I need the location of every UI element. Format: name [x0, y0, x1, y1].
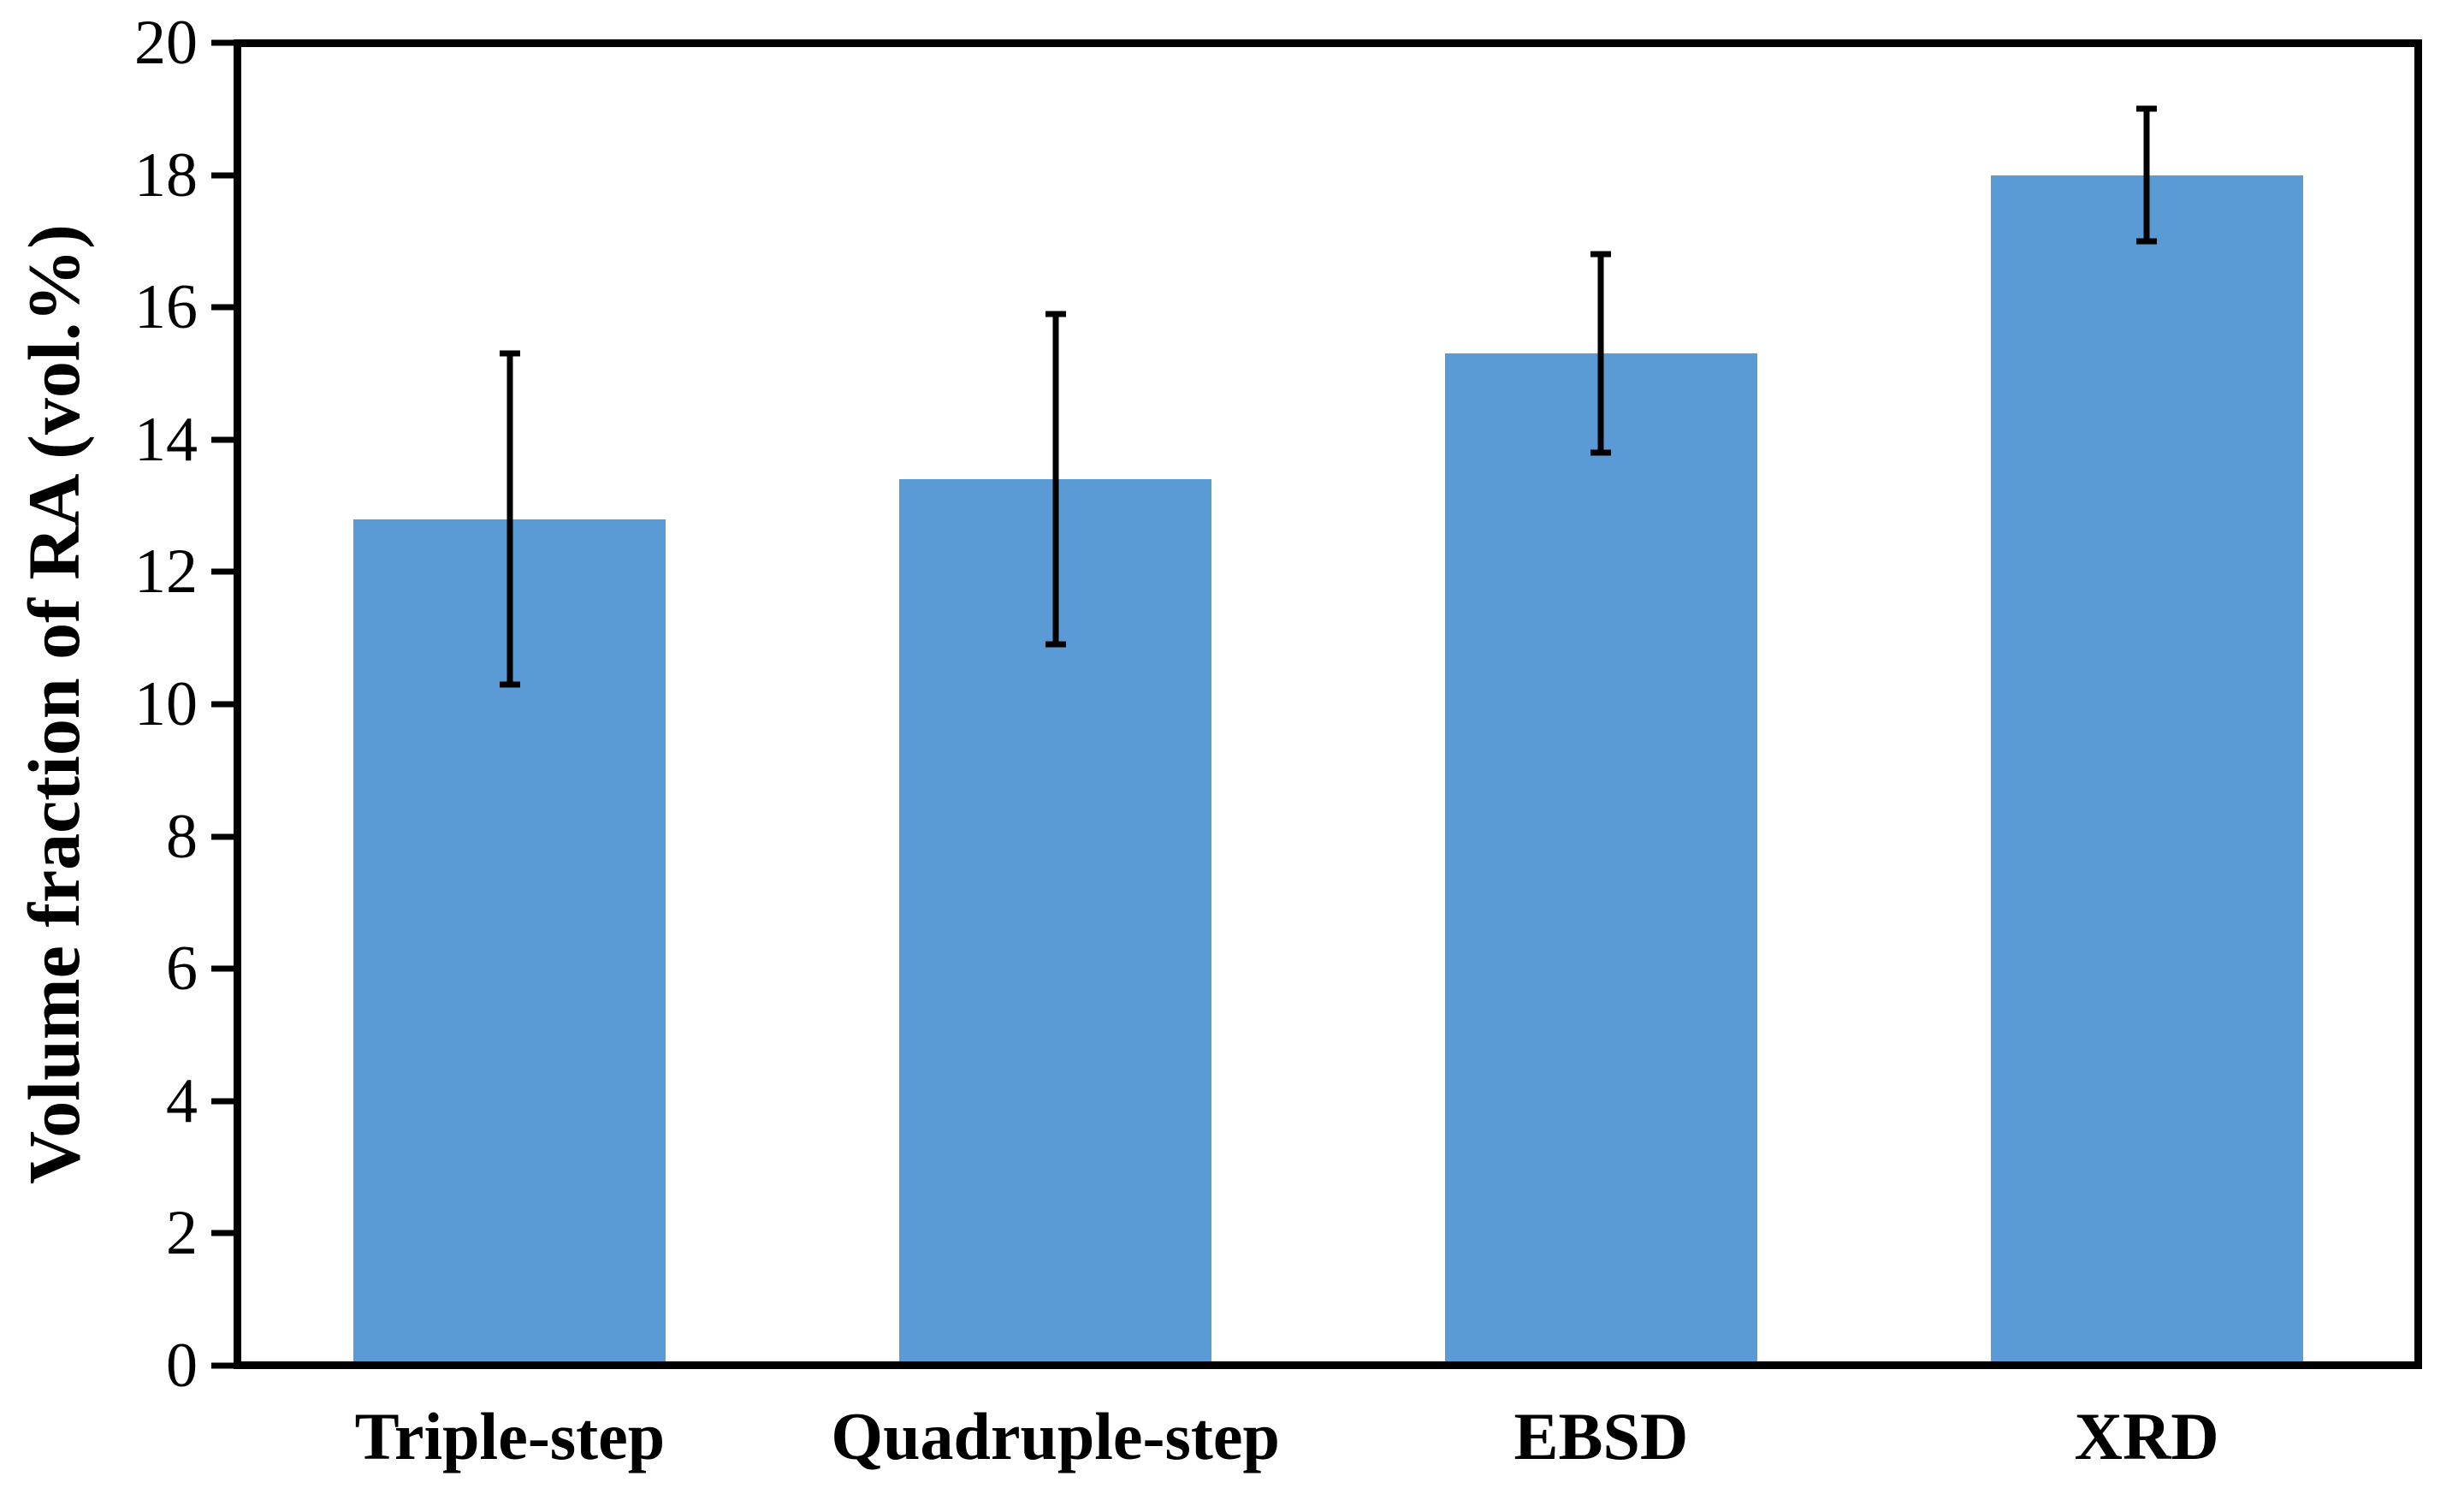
- y-tick-mark-12: [211, 568, 237, 575]
- y-tick-mark-4: [211, 1098, 237, 1105]
- bar-ebsd: [1444, 353, 1757, 1366]
- y-axis: 0 2 4 6 8 10 12 14 16 18 20: [0, 11, 237, 1397]
- y-tick-label-12: 12: [134, 537, 198, 608]
- plot-border-right: [2414, 39, 2422, 1369]
- error-bar-quadruple-step: [1052, 313, 1059, 645]
- y-tick-mark-0: [211, 1362, 237, 1369]
- y-tick-label-18: 18: [134, 139, 198, 210]
- y-tick-label-20: 20: [134, 8, 198, 78]
- y-tick-label-16: 16: [134, 272, 198, 343]
- error-cap-top-ebsd: [1590, 251, 1612, 258]
- y-tick-mark-8: [211, 833, 237, 840]
- y-tick-mark-2: [211, 1230, 237, 1236]
- error-cap-top-quadruple-step: [1045, 311, 1066, 317]
- error-bar-xrd: [2143, 109, 2150, 241]
- x-category-label-quadruple-step: Quadruple-step: [831, 1399, 1280, 1473]
- error-bar-ebsd: [1597, 254, 1604, 454]
- y-tick-mark-18: [211, 172, 237, 179]
- error-cap-bottom-ebsd: [1590, 449, 1612, 456]
- x-axis-line: [234, 1361, 2422, 1369]
- y-tick-label-2: 2: [166, 1198, 198, 1269]
- error-cap-bottom-quadruple-step: [1045, 641, 1066, 648]
- error-cap-bottom-xrd: [2136, 238, 2158, 245]
- x-category-label-triple-step: Triple-step: [354, 1399, 666, 1473]
- error-cap-top-triple-step: [499, 350, 520, 357]
- y-tick-label-0: 0: [166, 1331, 198, 1401]
- y-tick-mark-16: [211, 304, 237, 311]
- x-axis: Triple-step Quadruple-step EBSD XRD: [237, 1379, 2420, 1494]
- y-tick-mark-6: [211, 965, 237, 972]
- bar-xrd: [1990, 175, 2303, 1366]
- plot-area: [237, 43, 2420, 1366]
- x-category-label-xrd: XRD: [2074, 1399, 2219, 1473]
- y-tick-label-8: 8: [166, 801, 198, 872]
- y-tick-label-14: 14: [134, 404, 198, 475]
- y-tick-mark-10: [211, 701, 237, 708]
- y-axis-line: [234, 39, 241, 1369]
- y-tick-mark-14: [211, 436, 237, 443]
- y-tick-label-6: 6: [166, 934, 198, 1005]
- error-cap-bottom-triple-step: [499, 681, 520, 688]
- error-cap-top-xrd: [2136, 105, 2158, 112]
- x-category-label-ebsd: EBSD: [1513, 1399, 1689, 1473]
- y-tick-label-10: 10: [134, 669, 198, 739]
- plot-border-top: [234, 39, 2422, 47]
- error-bar-triple-step: [506, 353, 513, 685]
- y-tick-label-4: 4: [166, 1065, 198, 1136]
- y-tick-mark-20: [211, 39, 237, 46]
